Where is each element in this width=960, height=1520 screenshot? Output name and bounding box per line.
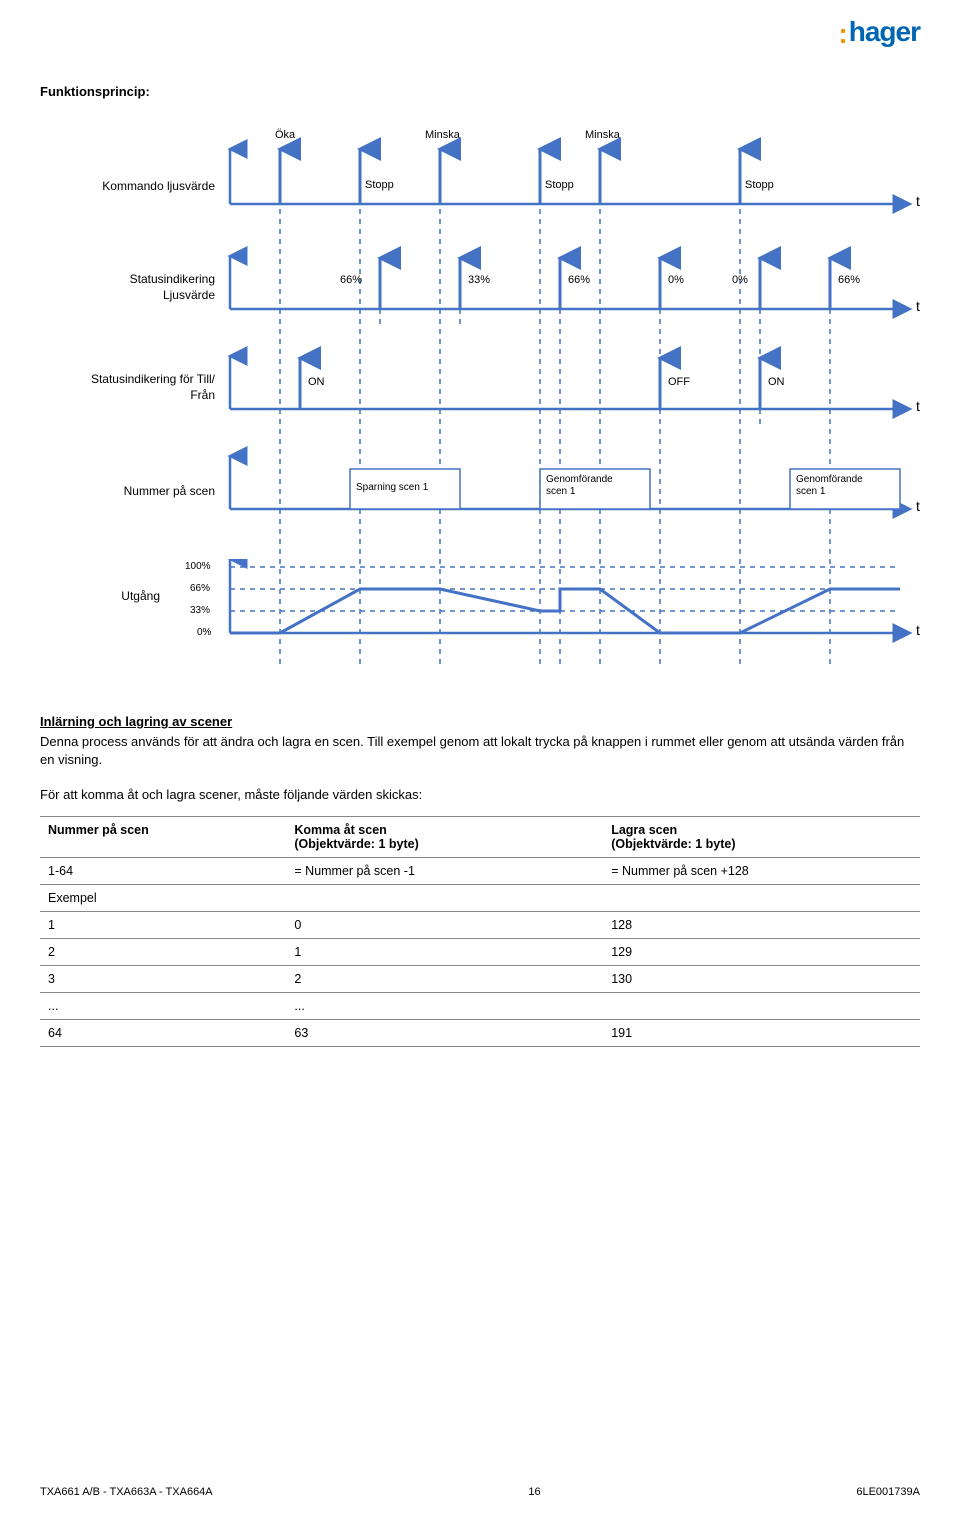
table-cell: ... — [40, 992, 286, 1019]
col-0: Nummer på scen — [40, 816, 286, 857]
table-cell: 64 — [40, 1019, 286, 1046]
table-row: 10128 — [40, 911, 920, 938]
table-cell: Exempel — [40, 884, 286, 911]
t-label-4: t — [916, 498, 920, 514]
table-cell: 1 — [286, 938, 603, 965]
table-cell: 191 — [603, 1019, 920, 1046]
para-title: Inlärning och lagring av scener — [40, 713, 920, 731]
table-cell — [603, 992, 920, 1019]
table-cell: 130 — [603, 965, 920, 992]
row2-svg — [40, 244, 940, 324]
table-header-row: Nummer på scen Komma åt scen (Objektvärd… — [40, 816, 920, 857]
logo-text: hager — [849, 16, 920, 47]
t-label-2: t — [916, 298, 920, 314]
table-cell: 1 — [40, 911, 286, 938]
logo-accent-icon: : — [838, 27, 846, 41]
table-cell: 2 — [286, 965, 603, 992]
para-2: För att komma åt och lagra scener, måste… — [40, 786, 920, 804]
table-cell: ... — [286, 992, 603, 1019]
table-row: 21129 — [40, 938, 920, 965]
box-sparning: Sparning scen 1 — [356, 482, 428, 493]
table-row: 6463191 — [40, 1019, 920, 1046]
col-1: Komma åt scen (Objektvärde: 1 byte) — [286, 816, 603, 857]
table-row: 32130 — [40, 965, 920, 992]
section-title: Funktionsprincip: — [40, 84, 920, 99]
table-cell: = Nummer på scen +128 — [603, 857, 920, 884]
table-cell: 3 — [40, 965, 286, 992]
table-row: 1-64= Nummer på scen -1= Nummer på scen … — [40, 857, 920, 884]
table-cell: 128 — [603, 911, 920, 938]
table-row: Exempel — [40, 884, 920, 911]
timing-diagram: Kommando ljusvärde Öka Minska Minska Sto… — [40, 119, 920, 699]
row-scene: Nummer på scen Sparning scen 1 Genomföra… — [40, 444, 920, 524]
row-status-till: Statusindikering för Till/ Från ON OFF O… — [40, 344, 920, 424]
table-cell: = Nummer på scen -1 — [286, 857, 603, 884]
box-genom-2: Genomförande scen 1 — [796, 474, 863, 498]
footer-center: 16 — [528, 1486, 540, 1498]
para-title-text: Inlärning och lagring av scener — [40, 714, 232, 729]
table-cell: 0 — [286, 911, 603, 938]
table-row: ...... — [40, 992, 920, 1019]
table-cell: 2 — [40, 938, 286, 965]
brand-logo: :hager — [838, 16, 920, 48]
t-label-1: t — [916, 193, 920, 209]
table-cell — [603, 884, 920, 911]
table-cell — [286, 884, 603, 911]
row-utgang: Utgång 100% 66% 33% 0% t — [40, 559, 920, 669]
footer-right: 6LE001739A — [856, 1486, 920, 1498]
col-2: Lagra scen (Objektvärde: 1 byte) — [603, 816, 920, 857]
table-cell: 1-64 — [40, 857, 286, 884]
row3-svg — [40, 344, 940, 424]
para-1: Denna process används för att ändra och … — [40, 733, 920, 769]
page-footer: TXA661 A/B - TXA663A - TXA664A 16 6LE001… — [40, 1486, 920, 1498]
scene-table: Nummer på scen Komma åt scen (Objektvärd… — [40, 816, 920, 1047]
box-genom-1: Genomförande scen 1 — [546, 474, 613, 498]
t-label-5: t — [916, 622, 920, 638]
table-cell: 129 — [603, 938, 920, 965]
row1-svg — [40, 129, 940, 219]
row5-svg — [40, 559, 940, 669]
t-label-3: t — [916, 398, 920, 414]
footer-left: TXA661 A/B - TXA663A - TXA664A — [40, 1486, 213, 1498]
row-kommando: Kommando ljusvärde Öka Minska Minska Sto… — [40, 129, 920, 219]
table-cell: 63 — [286, 1019, 603, 1046]
row-status-ljus: Statusindikering Ljusvärde 66% 33% 66% 0… — [40, 244, 920, 324]
